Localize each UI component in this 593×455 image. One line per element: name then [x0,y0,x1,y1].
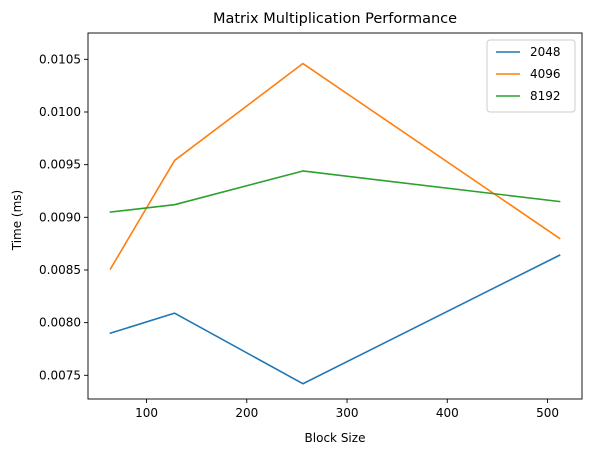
series-line-4096 [109,62,561,271]
y-tick-label: 0.0075 [39,368,81,382]
y-tick-label: 0.0105 [39,52,81,66]
y-tick-label: 0.0090 [39,210,81,224]
legend-box [486,39,576,113]
chart-title: Matrix Multiplication Performance [213,11,457,27]
series-line-2048 [109,254,561,385]
legend: 2048 4096 8192 [486,39,576,113]
x-tick-label: 300 [336,406,359,420]
series-line-8192 [109,170,561,213]
x-tick-label: 500 [536,406,559,420]
legend-label-2048: 2048 [530,45,561,59]
x-tick-label: 100 [135,406,158,420]
x-axis-label: Block Size [305,431,366,445]
plot-frame [87,32,583,400]
plot-area: 100 200 300 400 500 0.0075 0.0080 0.0085 0.0090 0… [39,32,583,420]
x-tick-label: 400 [436,406,459,420]
y-tick-label: 0.0095 [39,158,81,172]
y-tick-label: 0.0080 [39,316,81,330]
x-tick-label: 200 [235,406,258,420]
legend-label-4096: 4096 [530,67,561,81]
legend-label-8192: 8192 [530,89,561,103]
y-axis-label: Time (ms) [10,190,24,252]
y-tick-label: 0.0085 [39,263,81,277]
y-tick-label: 0.0100 [39,105,81,119]
